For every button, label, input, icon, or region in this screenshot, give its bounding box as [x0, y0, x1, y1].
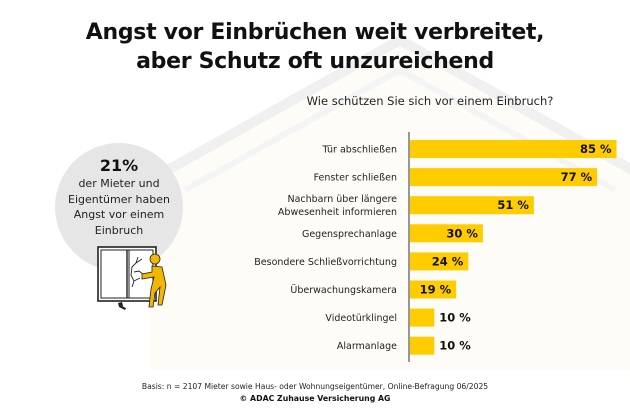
callout-percent: 21% — [99, 156, 139, 175]
burglar-breaking-window-icon — [97, 246, 167, 310]
callout-line-1: der Mieter und — [78, 177, 160, 190]
bar-1 — [410, 168, 598, 187]
value-label-4: 24 % — [432, 254, 464, 268]
value-label-2: 51 % — [497, 198, 529, 212]
title-line-1: Angst vor Einbrüchen weit verbreitet, — [85, 20, 545, 45]
bar-0 — [410, 140, 617, 158]
value-label-6: 10 % — [439, 311, 471, 325]
callout-text: der Mieter und Eigentümer haben Angst vo… — [50, 176, 188, 238]
chart-title: Wie schützen Sie sich vor einem Einbruch… — [306, 94, 554, 108]
bar-3 — [410, 224, 483, 243]
bar-7 — [410, 336, 435, 355]
value-label-3: 30 % — [446, 226, 478, 240]
page-title: Angst vor Einbrüchen weit verbreitet, ab… — [0, 18, 630, 76]
category-label-0: Tür abschließen — [322, 145, 397, 156]
footer-basis: Basis: n = 2107 Mieter sowie Haus- oder … — [141, 382, 489, 391]
category-label-4: Besondere Schließvorrichtung — [254, 257, 397, 268]
value-label-1: 77 % — [561, 170, 593, 184]
title-line-2: aber Schutz oft unzureichend — [136, 49, 494, 74]
bars-group: 85 % Tür abschließen 77 % Fenster schließen… — [254, 140, 617, 355]
bar-4 — [410, 252, 469, 271]
category-label-2-line-0: Nachbarn über längere — [287, 194, 397, 205]
callout-line-4: Einbruch — [94, 223, 144, 237]
bar-2 — [410, 196, 534, 215]
category-label-1: Fenster schließen — [314, 173, 397, 184]
category-label-7: Alarmanlage — [337, 341, 397, 352]
footer-copyright: © ADAC Zuhause Versicherung AG — [239, 394, 391, 403]
callout-line-3: Angst vor einem — [73, 208, 165, 221]
value-label-7: 10 % — [439, 339, 471, 353]
bar-5 — [410, 280, 457, 299]
category-label-6: Videotürklingel — [325, 313, 397, 324]
bar-6 — [410, 308, 435, 327]
category-label-3: Gegensprechanlage — [302, 229, 397, 240]
category-label-5: Überwachungskamera — [290, 285, 397, 296]
category-label-2-line-1: Abwesenheit informieren — [278, 207, 397, 218]
value-label-5: 19 % — [420, 283, 452, 297]
value-label-0: 85 % — [580, 142, 612, 156]
callout-line-2: Eigentümer haben — [68, 192, 170, 206]
